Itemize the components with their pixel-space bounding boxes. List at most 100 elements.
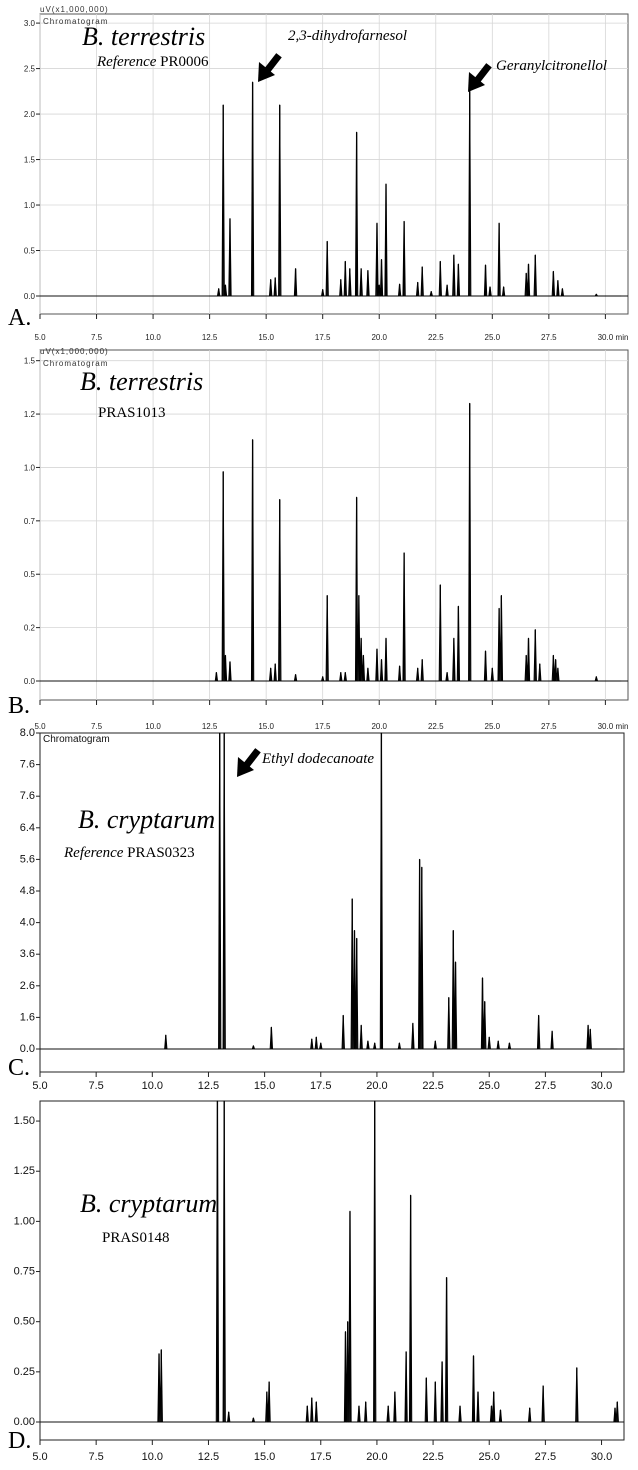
chromatogram-label: Chromatogram (43, 734, 110, 745)
specimen-id: PRAS1013 (98, 405, 166, 421)
y-tick-label: 0.0 (24, 677, 36, 686)
x-tick-label: 17.5 (310, 1451, 331, 1463)
y-tick-label: 0.75 (14, 1266, 35, 1278)
specimen-prefix: Reference (63, 845, 127, 861)
specimen-id: PRAS0148 (102, 1230, 170, 1246)
x-tick-label: 10.0 (142, 1451, 163, 1463)
x-tick-label: 20.0 (371, 722, 387, 731)
x-tick-label: 15.0 (254, 1451, 275, 1463)
x-tick-label: 25.0 (479, 1080, 500, 1092)
x-tick-label: 27.5 (541, 722, 557, 731)
x-tick-label: 15.0 (258, 722, 274, 731)
annotation-label: Ethyl dodecanoate (261, 751, 374, 767)
y-multiplier-label: uV(x1,000,000) (40, 5, 109, 14)
x-tick-label: 20.0 (366, 1451, 387, 1463)
x-tick-label: 25.0 (479, 1451, 500, 1463)
x-tick-label: 30.0 (598, 333, 614, 342)
y-tick-label: 1.0 (24, 201, 36, 210)
chromatogram-label: Chromatogram (43, 17, 108, 26)
chart-panel-c: 0.0 1.6 2.6 3.6 4.0 4.8 5.6 6.4 7.6 7.6 8.0 5.0 7.5 1… (8, 727, 625, 1092)
chart-panel-a: 0.0 0.5 1.0 1.5 2.0 2.5 3.0 5.0 7.5 10.0 12.5 15.0 1… (8, 5, 629, 342)
y-tick-label: 1.0 (24, 463, 36, 472)
x-tick-label: 15.0 (254, 1080, 275, 1092)
x-tick-label: 7.5 (91, 722, 103, 731)
specimen-code: PRAS0148 (102, 1230, 170, 1246)
x-tick-label: 5.0 (34, 333, 46, 342)
specimen-prefix: Reference (96, 54, 160, 70)
specimen-code: PRAS1013 (98, 405, 166, 421)
x-tick-label: 17.5 (310, 1080, 331, 1092)
y-tick-label: 0.5 (24, 247, 36, 256)
annotation-arrow-head (237, 757, 254, 777)
plot-frame (39, 1100, 625, 1441)
x-tick-label: 25.0 (485, 333, 501, 342)
x-tick-label: 12.5 (202, 333, 218, 342)
y-tick-label: 7.6 (20, 759, 35, 771)
x-tick-label: 30.0 (591, 1451, 612, 1463)
y-tick-label: 8.0 (20, 727, 35, 739)
y-tick-label: 2.6 (20, 980, 35, 992)
y-tick-label: 0.50 (14, 1316, 35, 1328)
x-tick-label: 10.0 (142, 1080, 163, 1092)
y-tick-label: 0.0 (24, 292, 36, 301)
annotation-arrow-shaft (473, 63, 492, 85)
y-tick-label: 7.6 (20, 790, 35, 802)
x-tick-label: 15.0 (258, 333, 274, 342)
x-tick-label: 17.5 (315, 722, 331, 731)
annotation-label: Geranylcitronellol (496, 58, 607, 74)
y-tick-label: 1.2 (24, 410, 36, 419)
x-unit-label: min (616, 333, 629, 342)
x-tick-label: 30.0 (598, 722, 614, 731)
y-tick-label: 3.0 (24, 19, 36, 28)
y-tick-label: 1.6 (20, 1011, 35, 1023)
x-tick-label: 30.0 (591, 1080, 612, 1092)
species-name: B. cryptarum (80, 1189, 217, 1218)
panel-letter: B. (8, 693, 30, 719)
chromatogram-label: Chromatogram (43, 359, 108, 368)
y-tick-label: 1.00 (14, 1215, 35, 1227)
series-line (164, 732, 618, 1050)
x-unit-label: min (616, 722, 629, 731)
plot-frame (39, 732, 625, 1073)
panel-letter: C. (8, 1055, 30, 1081)
x-tick-label: 7.5 (89, 1451, 104, 1463)
y-tick-label: 2.5 (24, 65, 36, 74)
x-tick-label: 10.0 (145, 333, 161, 342)
y-tick-label: 0.7 (24, 517, 36, 526)
y-tick-label: 5.6 (20, 853, 35, 865)
x-tick-label: 5.0 (34, 722, 46, 731)
x-tick-label: 25.0 (485, 722, 501, 731)
y-tick-label: 0.2 (24, 624, 36, 633)
specimen-id: Reference PRAS0323 (63, 845, 195, 861)
x-tick-label: 12.5 (198, 1080, 219, 1092)
series-line (157, 1100, 619, 1423)
x-tick-label: 7.5 (91, 333, 103, 342)
panel-letter: D. (8, 1428, 31, 1454)
x-tick-label: 5.0 (32, 1451, 47, 1463)
x-tick-label: 12.5 (198, 1451, 219, 1463)
x-tick-label: 22.5 (422, 1080, 443, 1092)
annotation-arrow-head (258, 62, 275, 82)
x-tick-label: 10.0 (145, 722, 161, 731)
annotation-arrow-shaft (263, 53, 282, 75)
x-tick-label: 17.5 (315, 333, 331, 342)
x-tick-label: 12.5 (202, 722, 218, 731)
x-tick-label: 5.0 (32, 1080, 47, 1092)
y-tick-label: 3.6 (20, 948, 35, 960)
x-tick-label: 22.5 (428, 333, 444, 342)
y-tick-label: 2.0 (24, 110, 36, 119)
x-tick-label: 20.0 (366, 1080, 387, 1092)
annotation-arrow-head (468, 72, 485, 92)
x-tick-label: 27.5 (535, 1080, 556, 1092)
y-tick-label: 6.4 (20, 822, 35, 834)
y-tick-label: 0.5 (24, 570, 36, 579)
y-tick-label: 1.5 (24, 156, 36, 165)
y-tick-label: 1.25 (14, 1165, 35, 1177)
y-tick-label: 4.8 (20, 885, 35, 897)
annotation-arrow-shaft (242, 748, 261, 770)
y-multiplier-label: uV(x1,000,000) (40, 347, 109, 356)
y-tick-label: 1.50 (14, 1115, 35, 1127)
panel-letter: A. (8, 305, 31, 331)
species-name: B. terrestris (82, 22, 205, 51)
